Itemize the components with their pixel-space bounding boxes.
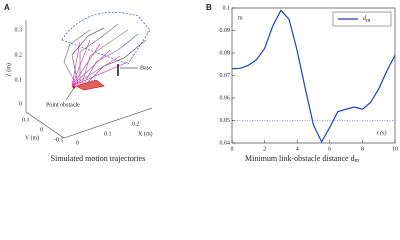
panel-b: B Minimum link-obstacle distance dm 0.04…: [206, 3, 398, 164]
axis-label: Y (m): [25, 134, 39, 141]
x-tick-label: 0: [231, 146, 234, 152]
tick-label: 0.2: [132, 121, 140, 127]
tick-label: 0.2: [15, 52, 23, 58]
tick-label: 0.3: [15, 27, 23, 33]
y-tick-label: 0.05: [220, 118, 231, 124]
y-tick-label: 0.1: [223, 5, 231, 11]
figure: A Base Point obstacle: [0, 0, 400, 166]
y-tick-label: 0.06: [220, 95, 231, 101]
caption: Simulated motion trajectories: [51, 154, 146, 163]
axes-3d: [25, 20, 153, 139]
annotation: Point obstacle: [46, 102, 80, 108]
x-tick-label: 4: [296, 146, 299, 152]
tick-label: 0: [76, 140, 79, 146]
x-tick-label: 10: [392, 146, 398, 152]
x-tick-label: 2: [263, 146, 266, 152]
panel-a: A Base Point obstacle: [4, 3, 153, 163]
y-axis-label: m: [238, 15, 243, 21]
trajectories: [61, 12, 151, 101]
annotation: Base: [140, 65, 152, 71]
legend-subscript: m: [366, 18, 371, 24]
y-tick-label: 0.08: [220, 50, 231, 56]
axis-label: Z (m): [5, 63, 12, 77]
x-tick-label: 8: [361, 146, 364, 152]
panel-label: B: [206, 3, 212, 12]
legend-label: dm: [363, 16, 371, 24]
tick-label: 0.1: [15, 77, 23, 83]
tick-label: -0.1: [54, 137, 64, 143]
caption-text: Minimum link-obstacle distance d: [245, 154, 355, 163]
legend-box: [332, 11, 392, 27]
y-tick-label: 0.09: [220, 28, 231, 34]
data-line: [231, 9, 396, 144]
background: [0, 0, 400, 166]
caption: Minimum link-obstacle distance dm: [245, 154, 360, 165]
tick-label: 0: [19, 101, 22, 107]
y-tick-label: 0.04: [220, 140, 231, 146]
tick-label: 0.1: [104, 131, 112, 137]
y-tick-label: 0.07: [220, 73, 231, 79]
axis-label: X (m): [138, 130, 153, 137]
panel-label: A: [4, 3, 10, 12]
x-axis-label: t (s): [377, 129, 387, 136]
tick-label: 0.1: [22, 117, 30, 123]
legend-name: d: [363, 16, 367, 22]
x-tick-label: 6: [328, 146, 331, 152]
caption-subscript: m: [355, 158, 360, 164]
tick-label: 0: [40, 127, 43, 133]
